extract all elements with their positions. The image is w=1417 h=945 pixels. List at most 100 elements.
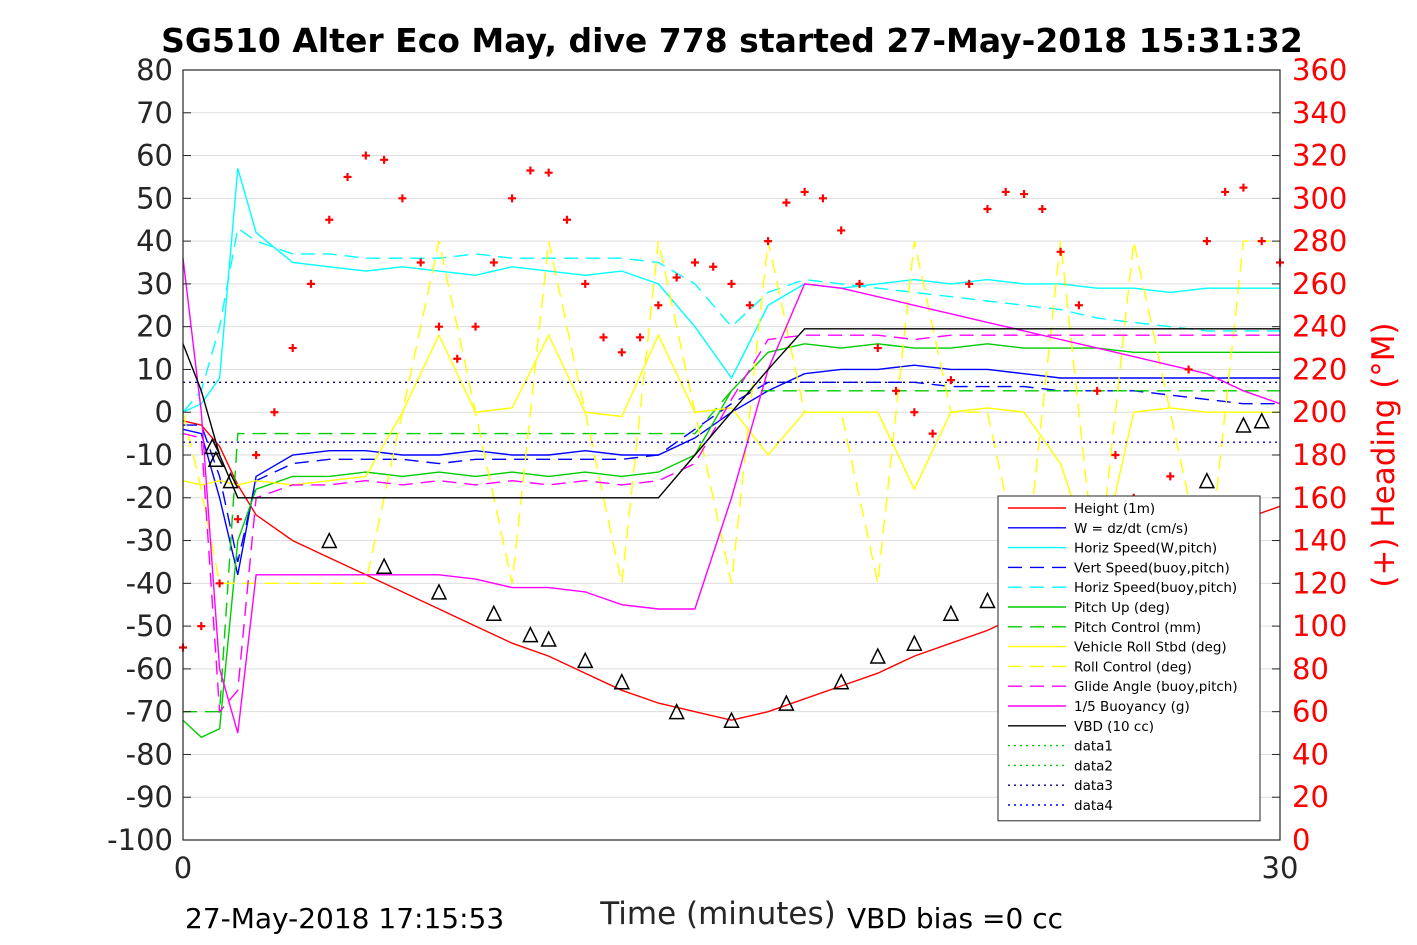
heading-point (727, 279, 736, 288)
depth-triangle-marker (869, 647, 886, 664)
y2-tick-label: 360 (1292, 53, 1347, 87)
heading-point (636, 333, 645, 342)
heading-point (1202, 237, 1211, 246)
depth-triangle-marker (222, 471, 239, 489)
depth-triangle-marker (321, 531, 338, 549)
series-line-vbd-10-cc (182, 328, 1280, 499)
series-line-horiz-speed-buoy-pitch (182, 227, 1280, 413)
heading-point (471, 322, 480, 331)
y-tick-label: 50 (136, 181, 173, 215)
legend-label: data2 (1074, 758, 1113, 774)
depth-triangle-marker (207, 450, 225, 468)
legend-label: data4 (1074, 798, 1113, 814)
heading-point (1184, 365, 1193, 374)
depth-triangle-marker (375, 557, 393, 574)
heading-point (544, 168, 553, 177)
heading-point (983, 205, 992, 214)
depth-triangle-marker (942, 604, 960, 622)
heading-point (489, 258, 498, 267)
series-line-pitch-control-mm (183, 390, 1280, 713)
heading-point (1001, 187, 1010, 196)
heading-point (252, 451, 261, 459)
heading-point (928, 429, 937, 438)
y-tick-label: 0 (155, 395, 173, 429)
heading-point (1221, 187, 1230, 196)
depth-triangle-marker (577, 651, 594, 669)
depth-triangle-marker (668, 702, 685, 720)
y2-axis-label: (+) Heading (°M) (1366, 322, 1402, 587)
y-tick-label: -70 (126, 695, 173, 729)
heading-point (343, 172, 352, 181)
depth-triangle-marker (832, 673, 850, 690)
heading-point (1257, 237, 1266, 246)
series-layer (182, 168, 1281, 739)
heading-point (1038, 205, 1047, 214)
heading-point (709, 262, 718, 271)
heading-point (782, 198, 791, 207)
heading-point (1239, 183, 1248, 192)
heading-point (965, 279, 974, 288)
heading-point (361, 151, 370, 160)
series-line-roll-control-deg (182, 240, 1280, 584)
y2-tick-label: 140 (1292, 524, 1347, 558)
legend-label: Roll Control (deg) (1074, 659, 1192, 675)
y-tick-label: 70 (136, 96, 173, 130)
legend-label: Pitch Up (deg) (1074, 600, 1170, 616)
heading-point (233, 515, 242, 524)
y-tick-label: 40 (136, 224, 173, 258)
depth-triangle-marker (906, 634, 923, 651)
heading-point (745, 301, 754, 310)
depth-triangle-marker (1253, 412, 1270, 429)
heading-point (325, 215, 334, 224)
x-axis: 0 30 (174, 832, 1298, 885)
legend-label: Glide Angle (buoy,pitch) (1074, 679, 1238, 695)
heading-point (526, 166, 535, 175)
legend-label: Horiz Speed(buoy,pitch) (1074, 580, 1237, 596)
legend: Height (1m) W = dz/dt (cm/s) Horiz Speed(W… (997, 495, 1261, 822)
y-axis-left: 80 70 60 50 40 30 20 10 0 -10 -20 -30 -40 -50 -60 -70 -8… (107, 53, 191, 857)
y2-tick-label: 120 (1292, 566, 1347, 600)
heading-point (1093, 386, 1102, 395)
heading-point (270, 408, 279, 417)
heading-point (672, 273, 681, 282)
depth-triangle-marker (204, 437, 221, 455)
y2-tick-label: 80 (1292, 652, 1329, 686)
heading-point (562, 215, 571, 224)
heading-point (1020, 190, 1029, 199)
y-tick-label: -50 (126, 609, 173, 643)
heading-point (416, 258, 425, 267)
series-line-horiz-speed-w-pitch (182, 168, 1280, 413)
heading-point (764, 237, 773, 246)
x-tick-label: 0 (174, 851, 192, 885)
heading-point (288, 344, 297, 353)
y2-tick-label: 180 (1292, 438, 1347, 472)
y-tick-label: -30 (126, 524, 173, 558)
series-line-vert-speed-buoy-pitch (183, 381, 1280, 563)
y2-tick-label: 40 (1292, 737, 1329, 771)
depth-triangle-marker (1198, 471, 1216, 489)
heading-point (654, 301, 663, 310)
heading-point (910, 408, 919, 417)
heading-point (398, 194, 407, 203)
depth-triangle-marker (979, 591, 996, 609)
depth-triangle-marker (1235, 416, 1252, 433)
y-tick-label: -80 (126, 737, 173, 771)
heading-point (453, 354, 462, 363)
y2-tick-label: 320 (1292, 139, 1347, 173)
y2-tick-label: 0 (1292, 823, 1310, 857)
y-tick-label: -20 (126, 481, 173, 515)
heading-point (837, 226, 846, 235)
y-tick-label: 30 (136, 267, 173, 301)
y-tick-label: -40 (126, 566, 173, 600)
heading-point (1056, 247, 1065, 256)
heading-point (617, 348, 626, 357)
legend-label: W = dz/dt (cm/s) (1074, 521, 1188, 537)
y2-tick-label: 160 (1292, 481, 1347, 515)
heading-point (818, 194, 827, 203)
heading-point (306, 279, 315, 288)
y2-tick-label: 60 (1292, 695, 1329, 729)
legend-label: data3 (1074, 778, 1113, 794)
legend-label: Horiz Speed(W,pitch) (1074, 541, 1217, 557)
depth-triangle-marker (430, 583, 448, 600)
